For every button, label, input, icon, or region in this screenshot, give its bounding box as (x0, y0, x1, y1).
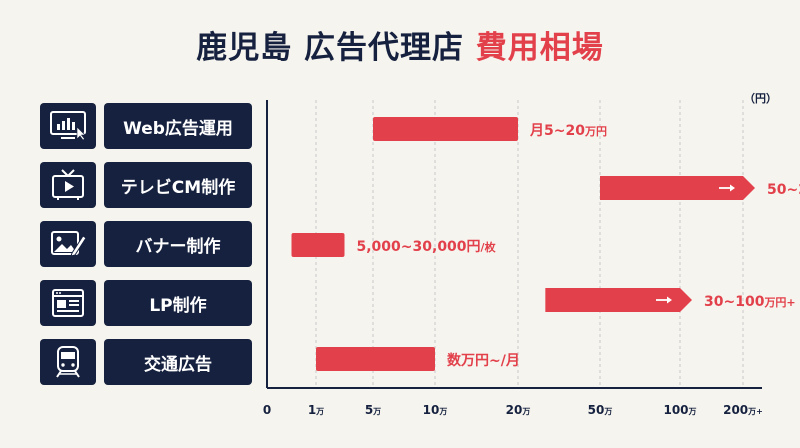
train-icon (40, 339, 96, 385)
unit-label: （円） (744, 92, 777, 105)
arrow-head-icon (667, 296, 672, 304)
row-label-web-ads: Web広告運用 (104, 103, 252, 149)
monitor-analytics-icon (40, 103, 96, 149)
row-label-lp: LP制作 (104, 280, 252, 326)
title-main: 鹿児島 広告代理店 (196, 30, 464, 66)
data-label: 月5~20万円 (529, 123, 607, 139)
data-label: 30~100万円+ (704, 294, 796, 310)
bar (600, 176, 755, 200)
x-tick-label: 5万 (365, 403, 381, 417)
x-tick-label: 20万 (506, 403, 531, 417)
x-tick-label: 50万 (588, 403, 613, 417)
x-tick-label: 100万 (663, 403, 696, 417)
page-title: 鹿児島 広告代理店 費用相場 (0, 22, 800, 67)
title-accent: 費用相場 (475, 30, 604, 66)
row-label-banner: バナー制作 (104, 221, 252, 267)
row-label-tv-cm: テレビCM制作 (104, 162, 252, 208)
image-edit-icon (40, 221, 96, 267)
x-tick-label: 0 (263, 403, 271, 417)
bar (291, 233, 345, 257)
bar (373, 117, 518, 141)
x-tick-label: 200万+ (723, 403, 763, 417)
webpage-layout-icon (40, 280, 96, 326)
data-label: 数万円~/月 (447, 352, 520, 369)
bar (316, 347, 435, 371)
x-tick-label: 10万 (423, 403, 448, 417)
row-label-transit-ads: 交通広告 (104, 339, 252, 385)
bar (545, 288, 692, 312)
data-label: 50~200万円+ (767, 182, 800, 198)
arrow-head-icon (730, 184, 735, 192)
tv-play-icon (40, 162, 96, 208)
x-tick-label: 1万 (308, 403, 324, 417)
data-label: 5,000~30,000円/枚 (357, 239, 497, 255)
